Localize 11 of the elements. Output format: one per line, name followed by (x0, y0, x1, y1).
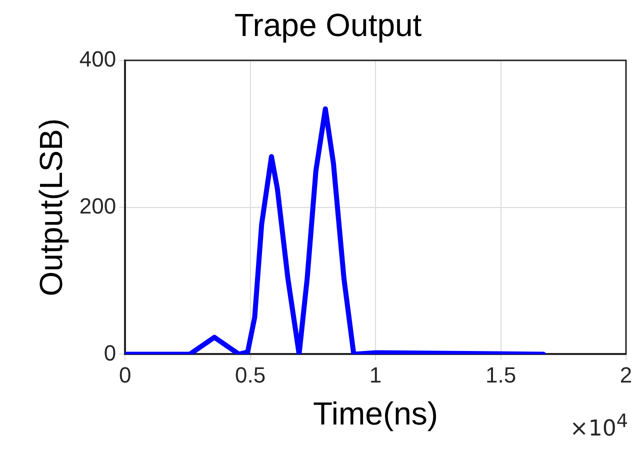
y-tick-label: 0 (104, 340, 116, 366)
y-tick-label: 400 (79, 46, 116, 72)
y-axis-title: Output(LSB) (33, 118, 70, 296)
text: ×10$^{4}$ (570, 410, 628, 441)
y-tick-label: 200 (79, 193, 116, 218)
x-tick-label: 1.5 (485, 362, 516, 388)
x-tick-label: 2 (620, 362, 632, 388)
x-axis-title: Time(ns) (313, 396, 438, 432)
chart-title: Trape Output (234, 7, 422, 44)
x-tick-label: 1 (369, 362, 382, 388)
x-tick-label: 0.5 (235, 362, 266, 388)
